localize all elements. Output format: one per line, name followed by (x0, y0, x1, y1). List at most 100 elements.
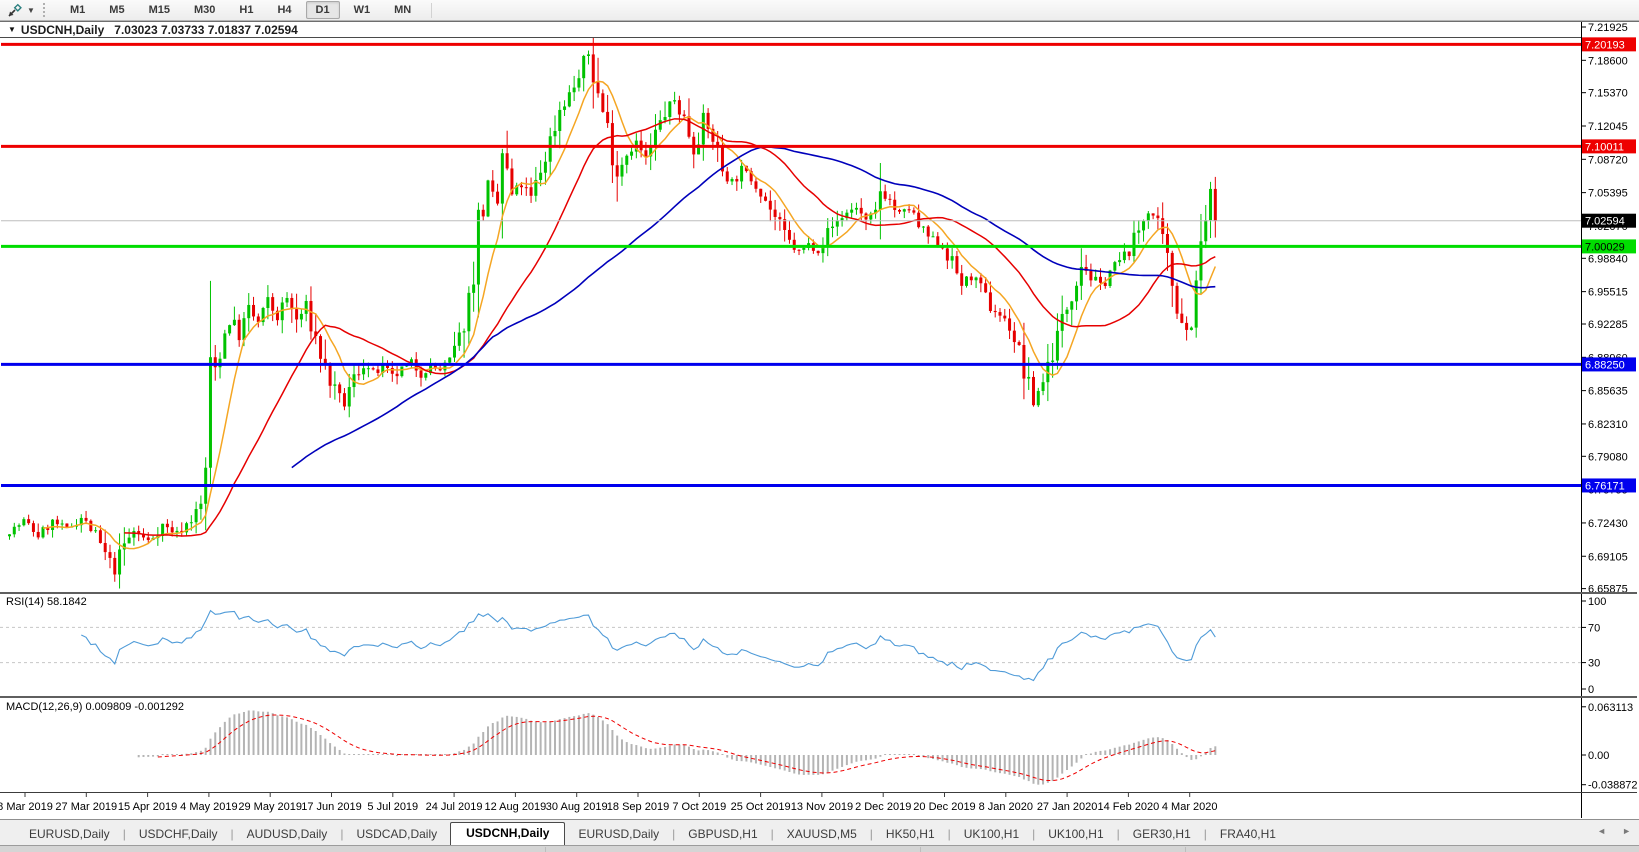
rsi-tick-label: 70 (1588, 622, 1600, 634)
chart-tab[interactable]: GER30,H1 (1132, 827, 1191, 841)
tab-separator: | (1203, 827, 1207, 841)
price-tick-label: 6.79080 (1588, 451, 1628, 463)
date-axis-label: 13 Nov 2019 (791, 801, 853, 813)
macd-tick-label: 0.00 (1588, 750, 1609, 762)
price-badge-6.76171: 6.76171 (1582, 478, 1636, 493)
date-axis-label: 4 May 2019 (180, 801, 237, 813)
tab-separator: | (770, 827, 774, 841)
date-axis-label: 8 Mar 2019 (0, 801, 53, 813)
price-axis[interactable]: 7.21925 7.18600 7.15370 7.12045 7.08720 7.053… (1581, 22, 1637, 818)
price-tick-label: 6.69105 (1588, 551, 1628, 563)
tab-scroll-left-icon[interactable]: ◄ (1597, 826, 1607, 836)
rsi-tick-label: 100 (1588, 596, 1606, 608)
timeframe-button-d1[interactable]: D1 (305, 1, 340, 19)
rsi-line (81, 609, 1216, 682)
timeframe-button-m30[interactable]: M30 (193, 4, 216, 16)
price-tick-label: 6.98840 (1588, 253, 1628, 265)
chart-tab[interactable]: USDCHF,Daily (138, 827, 218, 841)
svg-text:7.10011: 7.10011 (1585, 141, 1624, 153)
chart-canvas[interactable]: 7.21925 7.18600 7.15370 7.12045 7.08720 7.053… (0, 22, 1637, 818)
chart-tab[interactable]: EURUSD,Daily (578, 827, 660, 841)
cursor-tool-button[interactable] (3, 1, 25, 19)
price-badge-7.10011: 7.10011 (1582, 139, 1636, 154)
cursor-tool-icon (7, 3, 22, 17)
toolbar-grip (43, 3, 50, 17)
chart-symbol-title: USDCNH,Daily (20, 22, 105, 37)
chart-tab-bar: EURUSD,Daily | USDCHF,Daily | AUDUSD,Daily | U… (0, 819, 1639, 845)
tab-separator: | (672, 827, 676, 841)
chart-tab[interactable]: HK50,H1 (885, 827, 935, 841)
tab-separator: | (122, 827, 126, 841)
tab-separator: | (947, 827, 951, 841)
price-badge-7.00029: 7.00029 (1582, 239, 1636, 254)
chart-tab[interactable]: USDCAD,Daily (356, 827, 438, 841)
date-axis-label: 25 Oct 2019 (731, 801, 791, 813)
svg-text:7.02594: 7.02594 (1585, 216, 1625, 228)
svg-text:7.20193: 7.20193 (1585, 39, 1625, 51)
ma-mid-line[interactable] (124, 118, 1216, 537)
chart-tab[interactable]: GBPUSD,H1 (688, 827, 758, 841)
price-tick-label: 6.85635 (1588, 386, 1628, 398)
date-axis-label: 8 Jan 2020 (979, 801, 1033, 813)
chart-tab-active[interactable]: USDCNH,Daily (450, 822, 566, 845)
ma-fast-line[interactable] (42, 80, 1217, 550)
date-axis-label: 5 Jul 2019 (367, 801, 418, 813)
date-axis-label: 12 Aug 2019 (485, 801, 547, 813)
price-tick-label: 7.15370 (1588, 88, 1628, 100)
price-badge-6.88250: 6.88250 (1582, 357, 1636, 372)
toolbar-separator (431, 2, 433, 18)
price-tick-label: 6.92285 (1588, 319, 1628, 331)
collapse-arrow-icon[interactable]: ▼ (8, 25, 16, 34)
chart-title-bar: ▼ USDCNH,Daily 7.03023 7.03733 7.01837 7… (0, 22, 1581, 38)
ma-slow-line[interactable] (291, 146, 1216, 469)
tab-separator: | (1032, 827, 1036, 841)
panel-separator[interactable] (0, 592, 1637, 594)
rsi-tick-label: 0 (1588, 684, 1594, 696)
chart-ohlc-values: 7.03023 7.03733 7.01837 7.02594 (114, 22, 298, 37)
date-axis-label: 15 Apr 2019 (118, 801, 177, 813)
date-axis-label: 2 Dec 2019 (855, 801, 911, 813)
price-tick-label: 7.08720 (1588, 154, 1628, 166)
timeframe-button-h4[interactable]: H4 (277, 4, 292, 16)
chart-tab[interactable]: AUDUSD,Daily (246, 827, 328, 841)
chart-tab[interactable]: EURUSD,Daily (29, 827, 110, 841)
macd-tick-label: 0.063113 (1588, 702, 1633, 714)
chart-tab[interactable]: UK100,H1 (1048, 827, 1104, 841)
timeframe-button-m5[interactable]: M5 (109, 4, 125, 16)
chart-tab[interactable]: UK100,H1 (963, 827, 1020, 841)
timeframe-button-h1[interactable]: H1 (239, 4, 254, 16)
chart-window: 7.21925 7.18600 7.15370 7.12045 7.08720 7.053… (0, 21, 1639, 819)
macd-panel (0, 696, 1637, 785)
tool-dropdown-caret[interactable]: ▼ (27, 5, 35, 15)
svg-text:6.88250: 6.88250 (1585, 359, 1625, 371)
price-tick-label: 6.72430 (1588, 518, 1628, 530)
date-axis-label: 18 Sep 2019 (607, 801, 669, 813)
price-tick-label: 6.95515 (1588, 287, 1628, 299)
macd-indicator-label: MACD(12,26,9) 0.009809 -0.001292 (6, 701, 184, 713)
price-badge-7.02594: 7.02594 (1582, 213, 1636, 228)
tab-separator: | (230, 827, 234, 841)
rsi-indicator-label: RSI(14) 58.1842 (6, 596, 87, 608)
price-badge-7.20193: 7.20193 (1582, 37, 1636, 52)
date-axis-label: 4 Mar 2020 (1162, 801, 1218, 813)
date-axis-label: 7 Oct 2019 (672, 801, 726, 813)
tab-scroll-right-icon[interactable]: ► (1622, 826, 1631, 836)
status-divider (1185, 847, 1186, 852)
date-axis[interactable]: 8 Mar 2019 27 Mar 2019 15 Apr 2019 4 May 20… (0, 792, 1637, 814)
timeframe-button-m1[interactable]: M1 (70, 4, 86, 16)
status-divider (545, 847, 546, 852)
price-tick-label: 6.82310 (1588, 419, 1628, 431)
timeframe-button-w1[interactable]: W1 (353, 4, 371, 16)
candles-layer (8, 32, 1217, 589)
date-axis-label: 27 Mar 2019 (55, 801, 117, 813)
tab-separator: | (340, 827, 344, 841)
chart-tab[interactable]: FRA40,H1 (1219, 827, 1276, 841)
timeframe-button-mn[interactable]: MN (394, 4, 412, 16)
macd-tick-label: -0.038872 (1588, 780, 1637, 792)
panel-separator[interactable] (0, 696, 1637, 698)
status-divider (920, 847, 921, 852)
date-axis-label: 30 Aug 2019 (546, 801, 608, 813)
timeframe-button-m15[interactable]: M15 (148, 4, 170, 16)
chart-tab[interactable]: XAUUSD,M5 (786, 827, 857, 841)
